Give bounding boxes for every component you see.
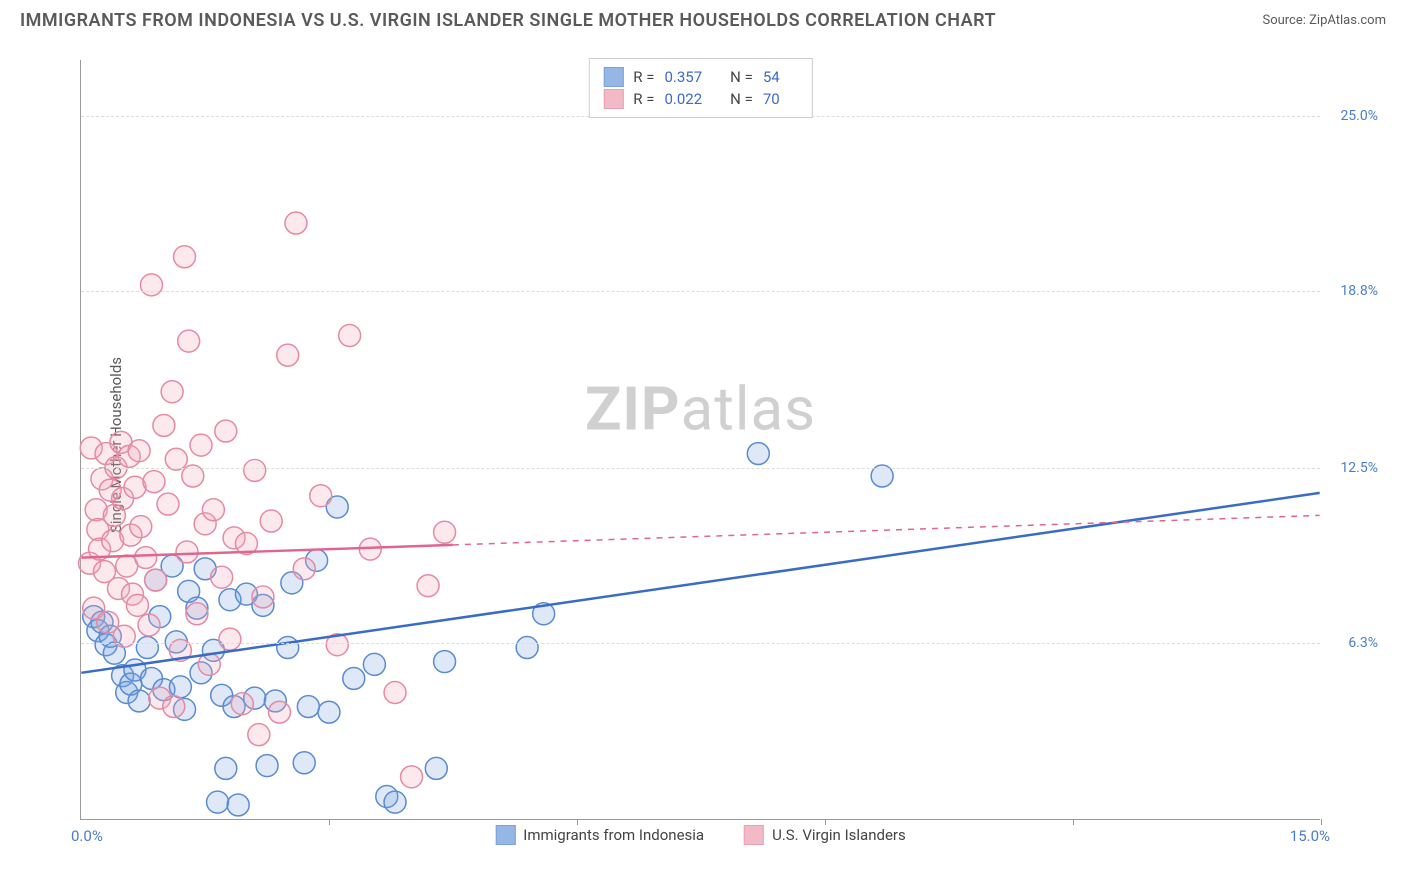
x-axis-max-label: 15.0% bbox=[1290, 827, 1330, 845]
chart-container: Single Mother Households ZIPatlas R = 0.… bbox=[50, 50, 1380, 840]
scatter-point-pink bbox=[339, 325, 361, 347]
scatter-point-pink bbox=[113, 625, 135, 647]
scatter-point-blue bbox=[207, 791, 229, 813]
scatter-point-pink bbox=[434, 521, 456, 543]
plot-area: ZIPatlas R = 0.357 N = 54 R = 0.022 N = … bbox=[80, 60, 1320, 820]
scatter-point-pink bbox=[198, 653, 220, 675]
scatter-point-blue bbox=[169, 676, 191, 698]
scatter-point-pink bbox=[145, 569, 167, 591]
legend-stats-row-pink: R = 0.022 N = 70 bbox=[603, 89, 797, 109]
scatter-point-pink bbox=[128, 440, 150, 462]
r-prefix: R = bbox=[633, 68, 654, 86]
chart-title: IMMIGRANTS FROM INDONESIA VS U.S. VIRGIN… bbox=[20, 10, 996, 31]
title-bar: IMMIGRANTS FROM INDONESIA VS U.S. VIRGIN… bbox=[0, 0, 1406, 37]
scatter-point-pink bbox=[130, 516, 152, 538]
x-tick bbox=[1073, 819, 1074, 825]
legend-item-blue: Immigrants from Indonesia bbox=[495, 825, 704, 845]
scatter-point-pink bbox=[277, 344, 299, 366]
n-prefix: N = bbox=[730, 68, 753, 86]
n-prefix: N = bbox=[730, 90, 753, 108]
x-tick bbox=[1321, 819, 1322, 825]
source-attribution: Source: ZipAtlas.com bbox=[1262, 13, 1386, 28]
r-prefix: R = bbox=[633, 90, 654, 108]
scatter-point-pink bbox=[178, 330, 200, 352]
legend-stats-row-blue: R = 0.357 N = 54 bbox=[603, 67, 797, 87]
scatter-point-blue bbox=[277, 637, 299, 659]
scatter-point-pink bbox=[252, 586, 274, 608]
scatter-point-blue bbox=[136, 637, 158, 659]
scatter-point-pink bbox=[202, 499, 224, 521]
y-tick-label: 12.5% bbox=[1340, 460, 1378, 476]
scatter-point-pink bbox=[244, 459, 266, 481]
n-value-pink: 70 bbox=[763, 90, 780, 108]
scatter-point-pink bbox=[293, 558, 315, 580]
scatter-point-pink bbox=[268, 701, 290, 723]
y-tick-label: 18.8% bbox=[1340, 283, 1378, 299]
scatter-point-blue bbox=[425, 757, 447, 779]
swatch-blue bbox=[495, 825, 515, 845]
n-value-blue: 54 bbox=[763, 68, 780, 86]
x-tick bbox=[329, 819, 330, 825]
legend-label-pink: U.S. Virgin Islanders bbox=[772, 826, 906, 844]
legend-series: Immigrants from Indonesia U.S. Virgin Is… bbox=[495, 825, 905, 845]
plot-svg bbox=[81, 60, 1320, 819]
scatter-point-pink bbox=[260, 510, 282, 532]
scatter-point-blue bbox=[256, 755, 278, 777]
scatter-point-blue bbox=[343, 667, 365, 689]
scatter-point-blue bbox=[227, 794, 249, 816]
swatch-pink bbox=[744, 825, 764, 845]
scatter-point-pink bbox=[174, 246, 196, 268]
scatter-point-blue bbox=[215, 757, 237, 779]
legend-item-pink: U.S. Virgin Islanders bbox=[744, 825, 906, 845]
scatter-point-pink bbox=[143, 471, 165, 493]
gridline bbox=[81, 468, 1320, 469]
scatter-point-pink bbox=[231, 693, 253, 715]
y-tick-label: 25.0% bbox=[1340, 108, 1378, 124]
scatter-point-pink bbox=[138, 614, 160, 636]
scatter-point-blue bbox=[318, 701, 340, 723]
scatter-point-pink bbox=[401, 766, 423, 788]
scatter-point-pink bbox=[215, 420, 237, 442]
r-value-pink: 0.022 bbox=[664, 90, 702, 108]
scatter-point-pink bbox=[176, 541, 198, 563]
scatter-point-pink bbox=[141, 274, 163, 296]
r-value-blue: 0.357 bbox=[664, 68, 702, 86]
y-tick-label: 6.3% bbox=[1348, 635, 1378, 651]
scatter-point-blue bbox=[293, 752, 315, 774]
scatter-point-pink bbox=[161, 381, 183, 403]
scatter-point-blue bbox=[747, 443, 769, 465]
x-tick bbox=[825, 819, 826, 825]
scatter-point-pink bbox=[285, 212, 307, 234]
scatter-point-pink bbox=[248, 724, 270, 746]
scatter-point-pink bbox=[190, 434, 212, 456]
gridline bbox=[81, 643, 1320, 644]
x-tick bbox=[577, 819, 578, 825]
scatter-point-blue bbox=[516, 637, 538, 659]
scatter-point-pink bbox=[384, 682, 406, 704]
scatter-point-pink bbox=[165, 448, 187, 470]
trend-line-dashed-pink bbox=[453, 515, 1320, 545]
scatter-point-pink bbox=[135, 547, 157, 569]
scatter-point-pink bbox=[310, 485, 332, 507]
scatter-point-blue bbox=[297, 696, 319, 718]
swatch-pink bbox=[603, 89, 623, 109]
scatter-point-blue bbox=[434, 651, 456, 673]
legend-stats: R = 0.357 N = 54 R = 0.022 N = 70 bbox=[588, 58, 812, 118]
scatter-point-pink bbox=[417, 575, 439, 597]
scatter-point-pink bbox=[157, 493, 179, 515]
scatter-point-pink bbox=[211, 566, 233, 588]
scatter-point-blue bbox=[384, 791, 406, 813]
swatch-blue bbox=[603, 67, 623, 87]
scatter-point-pink bbox=[163, 696, 185, 718]
scatter-point-blue bbox=[363, 653, 385, 675]
x-axis-min-label: 0.0% bbox=[71, 827, 103, 845]
scatter-point-pink bbox=[219, 628, 241, 650]
scatter-point-pink bbox=[186, 603, 208, 625]
gridline bbox=[81, 291, 1320, 292]
scatter-point-pink bbox=[126, 594, 148, 616]
legend-label-blue: Immigrants from Indonesia bbox=[523, 826, 704, 844]
scatter-point-blue bbox=[128, 690, 150, 712]
scatter-point-pink bbox=[153, 414, 175, 436]
